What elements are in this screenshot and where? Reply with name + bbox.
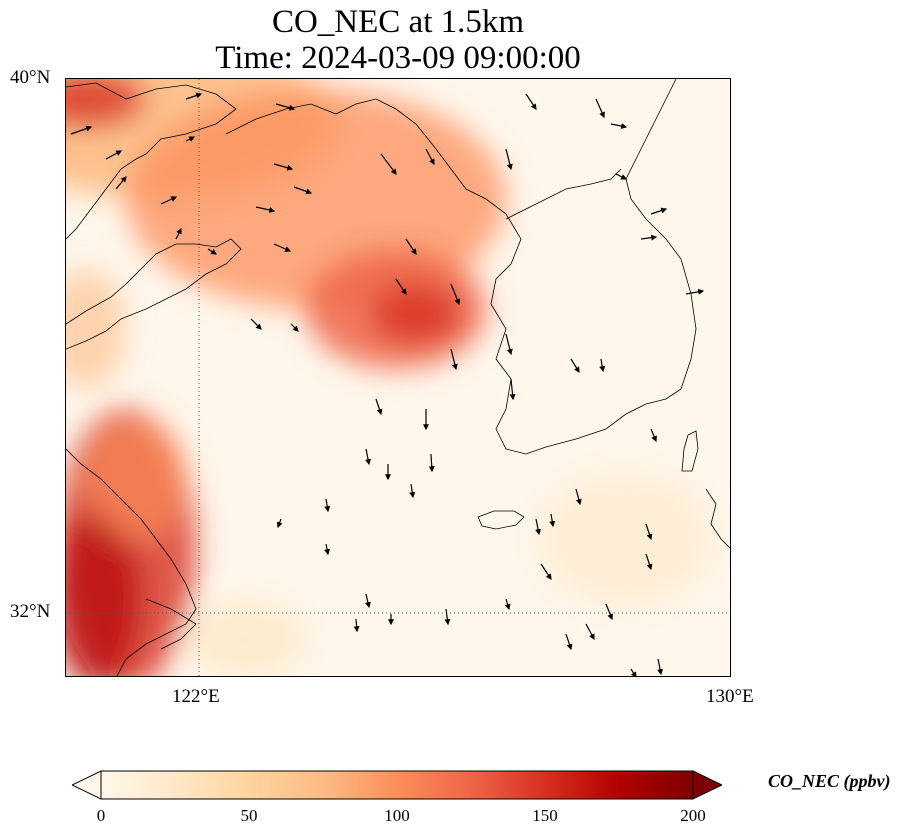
colorbar-title: CO_NEC (ppbv) — [768, 771, 891, 791]
colorbar-tick-200: 200 — [680, 806, 706, 825]
wind-arrow — [650, 428, 657, 443]
colorbar-tick-150: 150 — [532, 806, 558, 825]
wind-arrow — [444, 608, 451, 626]
coastline-korea-west — [490, 213, 547, 455]
title-time: Time: 2024-03-09 09:00:00 — [215, 40, 581, 76]
lat-label-40n: 40°N — [10, 67, 51, 88]
wind-arrow — [450, 283, 461, 306]
wind-arrow — [293, 186, 313, 195]
map-canvas — [66, 79, 730, 676]
wind-arrow — [595, 98, 605, 119]
colorbar-tick-100: 100 — [384, 806, 410, 825]
wind-arrow — [509, 378, 516, 401]
coastlines — [66, 79, 730, 676]
colorbar-outline — [100, 770, 694, 800]
colorbar-gradient — [101, 771, 693, 799]
wind-arrow — [185, 92, 203, 100]
wind-arrow — [570, 358, 580, 374]
wind-arrow — [540, 563, 552, 580]
concentration-patch — [66, 269, 126, 389]
wind-arrow — [505, 148, 513, 171]
concentration-patch — [66, 79, 146, 129]
wind-arrow — [185, 136, 196, 142]
wind-arrow — [70, 125, 93, 135]
wind-arrow — [395, 278, 407, 295]
wind-arrow — [450, 348, 458, 371]
wind-arrow — [650, 207, 668, 215]
wind-arrow — [273, 243, 292, 252]
wind-arrow — [175, 227, 182, 240]
coastline-liaoning — [66, 82, 237, 160]
colorbar — [72, 770, 722, 800]
concentration-patch — [86, 419, 186, 539]
island-jeju — [477, 510, 525, 530]
wind-arrow — [575, 488, 582, 506]
coastline-korea-east — [625, 79, 697, 390]
lon-label-130e: 130°E — [706, 686, 754, 707]
wind-arrow — [275, 103, 296, 111]
wind-arrow — [610, 123, 628, 130]
wind-arrow — [276, 518, 283, 529]
lon-label-122e: 122°E — [172, 686, 220, 707]
wind-arrow — [255, 206, 276, 213]
coastline-korea-south — [545, 388, 682, 448]
wind-arrow — [599, 358, 606, 373]
wind-arrow — [405, 238, 417, 255]
wind-arrow — [375, 398, 383, 416]
coastline-china-east — [66, 448, 197, 676]
wind-arrow — [105, 150, 123, 160]
concentration-patch — [371, 284, 461, 344]
coastline-yangtze-mouth — [145, 598, 197, 650]
wind-arrow — [290, 323, 299, 332]
concentration-patch — [536, 469, 716, 609]
coastline-shandong — [66, 238, 242, 350]
concentration-patch — [66, 509, 141, 676]
wind-arrow — [324, 543, 331, 556]
coastline-dmz-line — [505, 168, 622, 220]
colorbar-tick-0: 0 — [96, 806, 106, 825]
map-panel — [65, 78, 731, 677]
wind-arrow — [504, 598, 511, 611]
wind-arrow — [685, 288, 705, 295]
island-tsushima — [681, 430, 699, 472]
wind-arrow — [630, 668, 637, 676]
wind-arrow — [645, 523, 653, 541]
concentration-patch — [186, 599, 306, 676]
wind-arrow — [425, 148, 435, 166]
colorbar-extend-min — [72, 770, 102, 800]
wind-arrow — [615, 173, 628, 180]
wind-arrow — [428, 453, 435, 473]
wind-arrow — [353, 618, 360, 633]
wind-arrow — [364, 593, 371, 609]
wind-arrow — [207, 248, 218, 255]
colorbar-extend-max — [692, 770, 722, 800]
wind-vectors — [70, 92, 705, 676]
title-variable: CO_NEC at 1.5km — [271, 4, 525, 40]
wind-arrow — [115, 176, 127, 190]
wind-arrow — [657, 658, 664, 676]
wind-arrow — [380, 153, 397, 175]
wind-arrow — [525, 93, 537, 110]
wind-arrow — [535, 518, 542, 536]
wind-arrow — [640, 234, 658, 241]
wind-arrow — [250, 318, 262, 330]
wind-arrow — [365, 448, 372, 466]
wind-arrow — [565, 633, 573, 651]
coastline-bohai-west — [66, 158, 137, 240]
coastline-japan-kyushu — [705, 488, 730, 549]
wind-arrow — [505, 333, 513, 356]
gridlines — [66, 79, 730, 676]
wind-arrow — [585, 623, 595, 641]
wind-arrow — [645, 553, 653, 571]
wind-arrow — [324, 498, 331, 513]
wind-arrow — [409, 483, 416, 499]
colorbar-tick-50: 50 — [240, 806, 258, 825]
wind-arrow — [273, 163, 294, 171]
wind-arrow — [549, 513, 556, 528]
lat-label-32n: 32°N — [10, 601, 51, 622]
wind-arrow — [160, 196, 178, 205]
wind-arrow — [605, 603, 614, 621]
